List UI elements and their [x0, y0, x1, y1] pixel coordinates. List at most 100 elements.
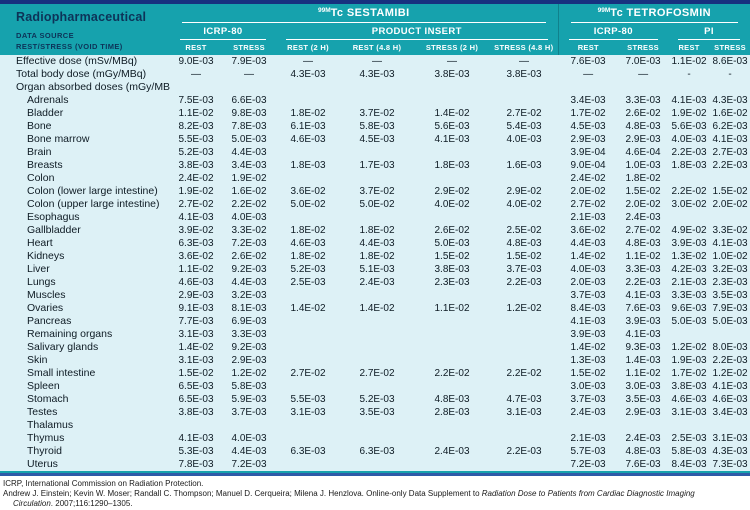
- dose-value-cell: 3.7E-03: [558, 289, 619, 302]
- dose-value-cell: 2.7E-02: [490, 107, 559, 120]
- dose-value-cell: [490, 354, 559, 367]
- dose-value-cell: 5.8E-03: [222, 380, 276, 393]
- dose-value-cell: 8.2E-03: [170, 120, 222, 133]
- dose-value-cell: 5.2E-03: [276, 263, 340, 276]
- isotope-name: Tc TETROFOSMIN: [610, 7, 712, 19]
- dose-value-cell: 8.4E-03: [558, 302, 619, 315]
- dose-value-cell: 2.7E-03: [710, 146, 750, 159]
- dose-value-cell: [340, 289, 414, 302]
- dose-value-cell: 9.6E-03: [668, 302, 711, 315]
- dose-value-cell: 1.1E-02: [618, 367, 669, 380]
- table-row: Colon (lower large intestine) 1.9E-02 1.6E…: [0, 185, 750, 198]
- dose-value-cell: [490, 458, 559, 471]
- dose-value-cell: 3.4E-03: [558, 94, 619, 107]
- row-label: Adrenals: [0, 94, 170, 107]
- journal-volume-pages: . 2007;116:1290–1305.: [50, 498, 133, 508]
- dose-value-cell: 6.6E-03: [222, 94, 276, 107]
- dose-value-cell: [710, 172, 750, 185]
- dose-value-cell: 2.4E-03: [618, 432, 669, 445]
- dose-value-cell: 2.9E-03: [558, 133, 619, 146]
- dose-value-cell: 4.1E-03: [414, 133, 490, 146]
- dose-value-cell: 2.0E-02: [618, 198, 669, 211]
- dose-value-cell: 3.8E-03: [170, 406, 222, 419]
- dose-value-cell: 2.6E-02: [618, 107, 669, 120]
- dose-value-cell: 3.1E-03: [710, 432, 750, 445]
- dose-value-cell: [414, 328, 490, 341]
- dose-value-cell: 7.6E-03: [618, 458, 669, 471]
- dose-value-cell: 4.0E-03: [668, 133, 711, 146]
- dose-value-cell: 2.0E-02: [558, 185, 619, 198]
- row-label: Thyroid: [0, 445, 170, 458]
- dose-value-cell: [340, 341, 414, 354]
- dose-value-cell: 4.4E-03: [222, 276, 276, 289]
- dose-value-cell: 1.5E-02: [558, 367, 619, 380]
- table-row: Bone 8.2E-03 7.8E-03 6.1E-03 5.8E-03 5.6E-03 5…: [0, 120, 750, 133]
- dose-value-cell: 4.3E-03: [710, 445, 750, 458]
- dose-value-cell: [276, 172, 340, 185]
- table-row: Esophagus 4.1E-03 4.0E-03 2.1E-03 2.4E-03: [0, 211, 750, 224]
- row-label: Thymus: [0, 432, 170, 445]
- table-row: Bladder 1.1E-02 9.8E-03 1.8E-02 3.7E-02 1.4E-…: [0, 107, 750, 120]
- dose-value-cell: —: [170, 68, 222, 81]
- row-label: Colon (upper large intestine): [0, 198, 170, 211]
- dose-value-cell: 2.1E-03: [558, 211, 619, 224]
- dose-value-cell: 3.8E-03: [170, 159, 222, 172]
- dose-value-cell: 5.8E-03: [668, 445, 711, 458]
- dose-value-cell: 7.7E-03: [170, 315, 222, 328]
- dose-value-cell: 2.7E-02: [340, 367, 414, 380]
- row-label: Colon: [0, 172, 170, 185]
- dose-value-cell: 3.4E-03: [222, 159, 276, 172]
- table-row: Remaining organs 3.1E-03 3.3E-03 3.9E-03 4.1…: [0, 328, 750, 341]
- dose-value-cell: 2.2E-03: [710, 354, 750, 367]
- dose-value-cell: 2.4E-03: [618, 211, 669, 224]
- dose-value-cell: —: [340, 55, 414, 68]
- dose-value-cell: 4.4E-03: [340, 237, 414, 250]
- dose-value-cell: 2.4E-02: [170, 172, 222, 185]
- table-row: Colon 2.4E-02 1.9E-02 2.4E-02 1.8E-02: [0, 172, 750, 185]
- dose-value-cell: 1.8E-03: [668, 159, 711, 172]
- dose-value-cell: 9.2E-03: [222, 341, 276, 354]
- dose-value-cell: 7.9E-03: [710, 302, 750, 315]
- dose-value-cell: 1.1E-02: [170, 263, 222, 276]
- radiopharmaceutical-dose-table: Radiopharmaceutical DATA SOURCE REST/STR…: [0, 4, 750, 471]
- dose-value-cell: 5.6E-03: [668, 120, 711, 133]
- row-label: Total body dose (mGy/MBq): [0, 68, 170, 81]
- dose-value-cell: [618, 81, 669, 94]
- dose-value-cell: 1.9E-02: [222, 172, 276, 185]
- column-header: REST: [668, 40, 711, 55]
- dose-value-cell: 3.1E-03: [170, 354, 222, 367]
- dose-value-cell: 2.9E-02: [490, 185, 559, 198]
- dose-value-cell: 4.0E-03: [222, 211, 276, 224]
- dose-value-cell: 5.0E-02: [340, 198, 414, 211]
- row-label: Lungs: [0, 276, 170, 289]
- dose-value-cell: 1.8E-02: [276, 224, 340, 237]
- dose-value-cell: 7.8E-03: [170, 458, 222, 471]
- dose-value-cell: 3.4E-03: [710, 406, 750, 419]
- dose-value-cell: 3.0E-03: [618, 380, 669, 393]
- dose-value-cell: 1.2E-02: [490, 302, 559, 315]
- row-label: Skin: [0, 354, 170, 367]
- dose-value-cell: 4.3E-03: [340, 68, 414, 81]
- dose-value-cell: 6.2E-03: [710, 120, 750, 133]
- dose-value-cell: [490, 146, 559, 159]
- dose-value-cell: —: [414, 55, 490, 68]
- dose-value-cell: 2.4E-03: [558, 406, 619, 419]
- dose-value-cell: 3.1E-03: [276, 406, 340, 419]
- dose-value-cell: 1.2E-02: [710, 367, 750, 380]
- table-row: Testes 3.8E-03 3.7E-03 3.1E-03 3.5E-03 2.8E-0…: [0, 406, 750, 419]
- dose-value-cell: [222, 419, 276, 432]
- row-label: Uterus: [0, 458, 170, 471]
- table-row: Bone marrow 5.5E-03 5.0E-03 4.6E-03 4.5E-03 4…: [0, 133, 750, 146]
- row-label: Breasts: [0, 159, 170, 172]
- dose-value-cell: 8.0E-03: [710, 341, 750, 354]
- isotope-group-sestamibi: 99MTc SESTAMIBI: [170, 4, 559, 24]
- dose-value-cell: [490, 419, 559, 432]
- row-label: Spleen: [0, 380, 170, 393]
- table-row: Heart 6.3E-03 7.2E-03 4.6E-03 4.4E-03 5.0E-03…: [0, 237, 750, 250]
- dose-value-cell: [710, 328, 750, 341]
- dose-value-cell: 2.4E-02: [558, 172, 619, 185]
- dose-value-cell: 1.1E-02: [618, 250, 669, 263]
- dose-value-cell: [414, 94, 490, 107]
- dose-value-cell: 3.7E-02: [340, 107, 414, 120]
